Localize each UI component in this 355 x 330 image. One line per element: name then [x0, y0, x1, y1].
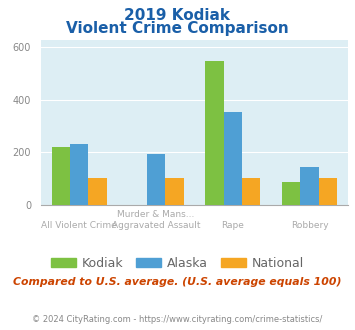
Text: Rape: Rape	[221, 221, 244, 230]
Bar	[165, 179, 184, 205]
Legend: Kodiak, Alaska, National: Kodiak, Alaska, National	[46, 252, 309, 275]
Bar	[242, 179, 260, 205]
Bar	[70, 144, 88, 205]
Bar	[224, 112, 242, 205]
Bar	[300, 167, 319, 205]
Text: Violent Crime Comparison: Violent Crime Comparison	[66, 21, 289, 36]
Text: Murder & Mans...: Murder & Mans...	[117, 210, 195, 218]
Text: 2019 Kodiak: 2019 Kodiak	[125, 8, 230, 23]
Text: All Violent Crime: All Violent Crime	[41, 221, 117, 230]
Bar	[88, 179, 107, 205]
Bar	[282, 182, 300, 205]
Text: Robbery: Robbery	[291, 221, 328, 230]
Bar	[51, 147, 70, 205]
Bar	[147, 154, 165, 205]
Text: Compared to U.S. average. (U.S. average equals 100): Compared to U.S. average. (U.S. average …	[13, 277, 342, 287]
Text: © 2024 CityRating.com - https://www.cityrating.com/crime-statistics/: © 2024 CityRating.com - https://www.city…	[32, 315, 323, 324]
Bar	[319, 179, 337, 205]
Text: Aggravated Assault: Aggravated Assault	[112, 221, 200, 230]
Bar	[205, 60, 224, 205]
